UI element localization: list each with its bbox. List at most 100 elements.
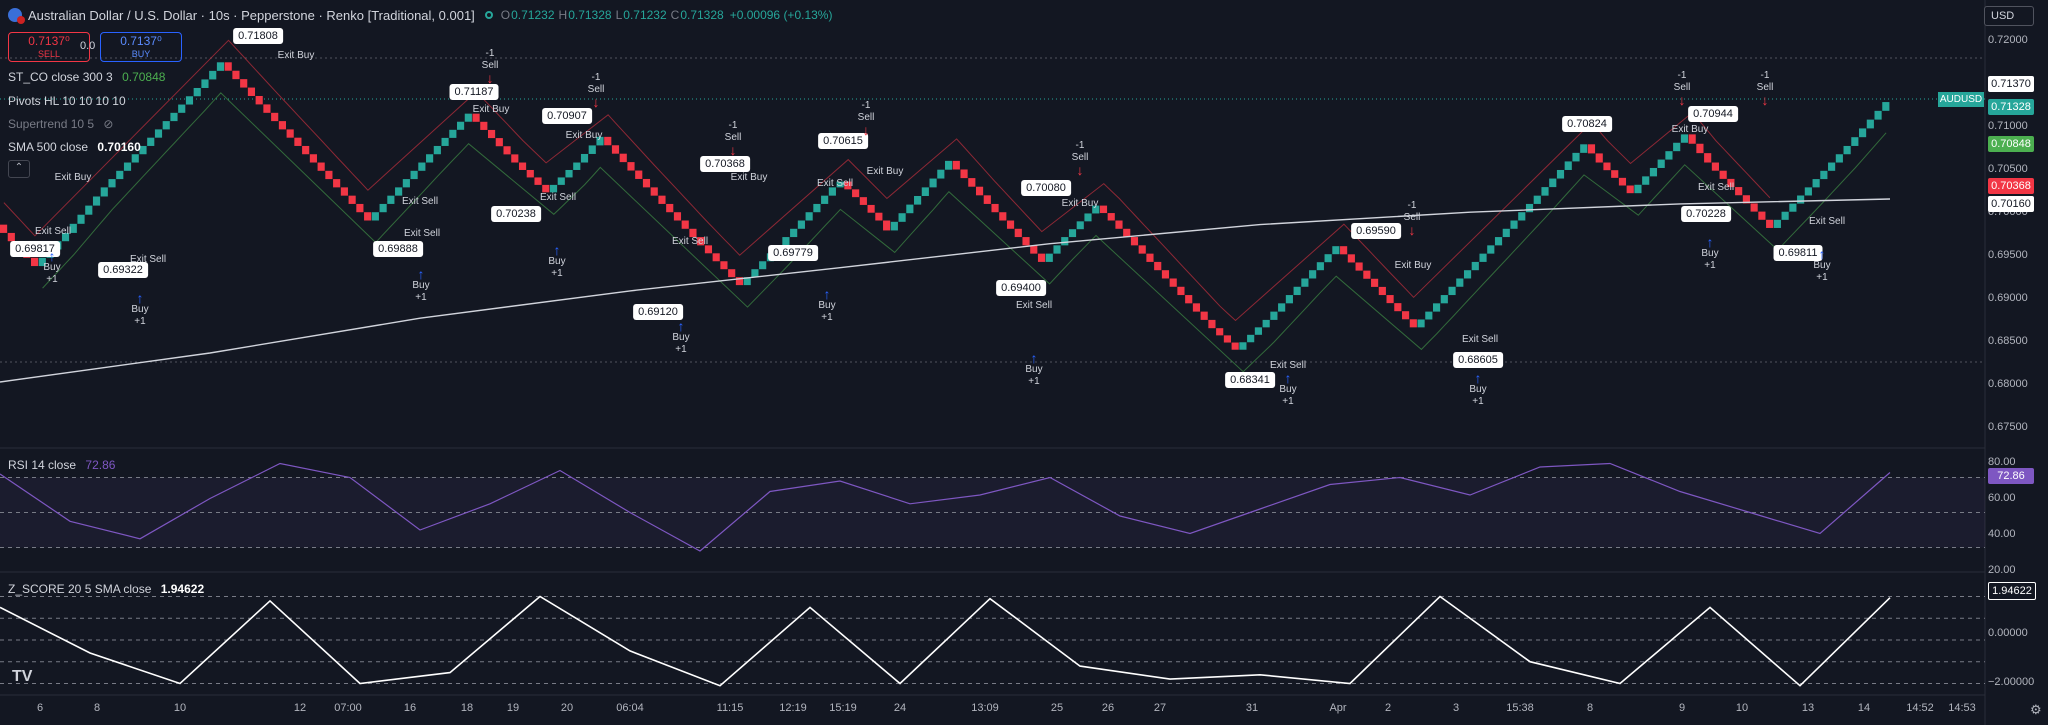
renko-brick xyxy=(7,232,15,242)
renko-brick xyxy=(348,195,356,204)
renko-brick xyxy=(1797,195,1805,204)
exit-buy-label: Exit Buy xyxy=(472,104,510,115)
buy-signal-text: +1 xyxy=(1028,376,1040,387)
renko-brick xyxy=(1572,152,1580,162)
symbol-title[interactable]: Australian Dollar / U.S. Dollar · 10s · … xyxy=(28,7,475,23)
renko-brick xyxy=(410,170,418,180)
sell-signal: -1 Sell ↓ xyxy=(1072,140,1089,177)
renko-brick xyxy=(1866,119,1874,129)
buy-signal-text: +1 xyxy=(821,312,833,323)
renko-brick xyxy=(309,154,317,163)
renko-brick xyxy=(1378,286,1386,296)
renko-brick xyxy=(1146,253,1154,262)
sell-button[interactable]: 0.7137⁰ SELL xyxy=(8,32,90,62)
renko-brick xyxy=(704,245,713,254)
renko-brick xyxy=(1208,319,1216,329)
buy-signal-text: Buy xyxy=(1701,248,1719,259)
renko-brick xyxy=(1030,245,1038,254)
legend-rsi[interactable]: RSI 14 close 72.86 xyxy=(8,458,115,472)
renko-brick xyxy=(472,113,480,122)
time-axis-label: 07:00 xyxy=(334,702,362,714)
pivot-label: 0.70615 xyxy=(818,133,868,149)
buy-signal-text: Buy xyxy=(1279,384,1297,395)
renko-brick xyxy=(325,170,333,180)
rsi-tag: 72.86 xyxy=(1988,468,2034,484)
renko-brick xyxy=(185,96,194,105)
renko-brick xyxy=(759,261,767,270)
sell-arrow-icon: ↓ xyxy=(592,94,600,110)
renko-brick xyxy=(1843,145,1851,155)
renko-brick xyxy=(216,62,225,71)
sell-signal-text: -1 xyxy=(485,48,495,59)
renko-brick xyxy=(1169,278,1177,287)
price-axis-label: 0.68000 xyxy=(1988,378,2028,390)
renko-brick xyxy=(1254,327,1262,335)
renko-brick xyxy=(433,145,441,155)
eye-off-icon[interactable]: ⊘ xyxy=(103,117,114,131)
legend-supertrend[interactable]: Supertrend 10 5 ⊘ xyxy=(8,117,113,131)
collapse-legend-button[interactable]: ⌃ xyxy=(8,160,30,178)
renko-brick xyxy=(1417,319,1425,328)
renko-brick xyxy=(1185,295,1193,304)
renko-brick xyxy=(743,277,751,286)
legend-pivots[interactable]: Pivots HL 10 10 10 10 xyxy=(8,94,126,108)
pivot-label: 0.69400 xyxy=(996,280,1046,296)
renko-brick xyxy=(875,212,883,221)
legend-sma[interactable]: SMA 500 close 0.70160 xyxy=(8,140,141,154)
buy-signal-text: +1 xyxy=(46,274,58,285)
legend-zscore[interactable]: Z_SCORE 20 5 SMA close 1.94622 xyxy=(8,582,204,596)
renko-brick xyxy=(797,220,805,229)
renko-brick xyxy=(1448,286,1456,296)
buy-signal-text: Buy xyxy=(818,300,836,311)
renko-brick xyxy=(518,162,527,170)
renko-brick xyxy=(1084,213,1092,222)
legend-st-co[interactable]: ST_CO close 300 3 0.70848 xyxy=(8,70,165,84)
exit-sell-label: Exit Sell xyxy=(1269,360,1307,371)
currency-selector[interactable]: USD xyxy=(1984,6,2034,26)
rsi-value: 72.86 xyxy=(85,458,116,472)
renko-brick xyxy=(395,187,403,196)
price-axis-label: 0.70500 xyxy=(1988,163,2028,175)
renko-brick xyxy=(658,195,666,204)
buy-button[interactable]: 0.7137⁰ BUY xyxy=(100,32,182,62)
renko-brick xyxy=(1463,270,1472,279)
renko-brick xyxy=(898,213,906,222)
buy-price: 0.7137⁰ xyxy=(120,34,162,48)
renko-brick xyxy=(38,257,46,267)
flag-icon xyxy=(8,8,25,24)
rsi-axis-label: 80.00 xyxy=(1988,456,2016,468)
renko-brick xyxy=(1014,228,1022,238)
buy-arrow-icon: ↑ xyxy=(417,266,425,282)
price-axis-label: 0.67500 xyxy=(1988,421,2028,433)
renko-brick xyxy=(712,253,720,262)
renko-brick xyxy=(1293,286,1301,296)
market-status-icon xyxy=(484,11,493,19)
buy-signal-text: +1 xyxy=(415,292,427,303)
sell-signal: -1 Sell ↓ xyxy=(588,72,605,110)
renko-brick xyxy=(1525,203,1534,213)
renko-brick xyxy=(782,237,790,246)
exit-sell-label: Exit Sell xyxy=(34,226,72,237)
buy-arrow-icon: ↑ xyxy=(1474,370,1482,386)
time-axis-label: 2 xyxy=(1384,702,1392,714)
tradingview-logo[interactable]: TV xyxy=(12,668,33,685)
settings-icon[interactable]: ⚙ xyxy=(2030,702,2042,717)
pivot-label: 0.70368 xyxy=(700,156,750,172)
buy-signal: ↑ Buy +1 xyxy=(1701,235,1719,272)
buy-signal: ↑ Buy +1 xyxy=(548,243,565,280)
sma-value: 0.70160 xyxy=(97,140,141,154)
renko-brick xyxy=(914,195,922,205)
renko-brick xyxy=(542,184,550,193)
renko-brick xyxy=(1626,185,1634,194)
pivot-label: 0.69590 xyxy=(1351,223,1401,239)
renko-brick xyxy=(1115,220,1123,229)
renko-brick xyxy=(1804,187,1812,196)
ohlc-value: 0.71328 xyxy=(568,8,612,22)
renko-brick xyxy=(503,146,511,155)
pivot-label: 0.70824 xyxy=(1562,116,1612,132)
renko-brick xyxy=(1154,261,1162,271)
buy-signal-text: Buy xyxy=(43,262,61,273)
renko-brick xyxy=(1340,246,1348,255)
pivot-label: 0.69888 xyxy=(373,241,423,257)
